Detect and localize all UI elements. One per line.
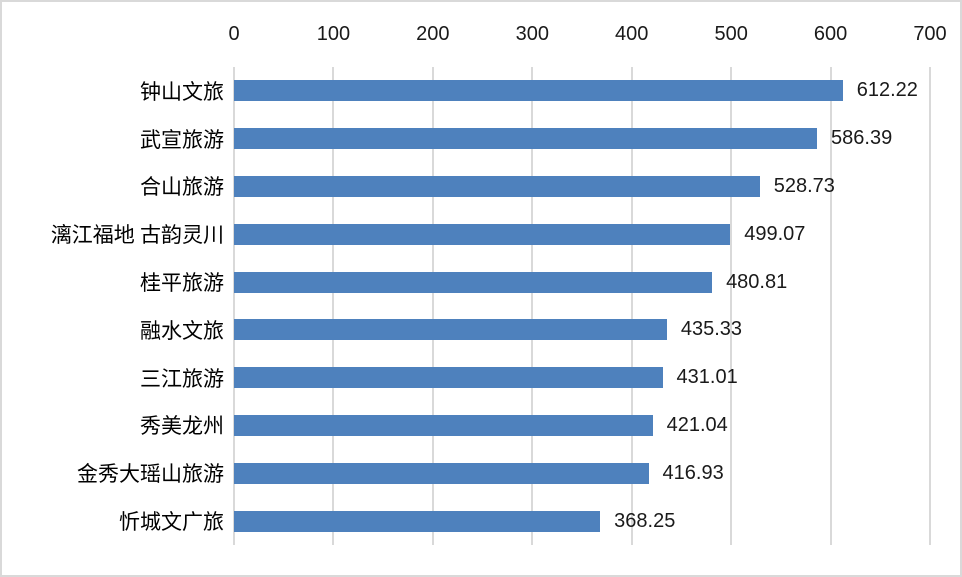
value-label: 612.22 [856,79,918,102]
category-label: 融水文旅 [140,318,224,343]
bar [234,175,760,197]
x-tick-label: 500 [714,23,748,45]
value-label: 416.93 [662,461,724,484]
value-label: 431.01 [676,366,738,389]
x-tick-label: 200 [416,23,450,45]
bar-track: 421.04 [234,402,960,450]
gridline [730,67,733,545]
category-label: 漓江福地 古韵灵川 [50,223,224,248]
bar-track: 435.33 [234,306,960,354]
category-label: 金秀大瑶山旅游 [77,462,224,487]
value-label: 435.33 [680,318,742,341]
x-tick-label: 0 [228,23,240,45]
bar [234,510,601,532]
plot-area [233,67,931,545]
x-tick-label: 600 [813,23,848,45]
bar-row: 三江旅游 431.01 [2,354,960,402]
category-label: 钟山文旅 [140,79,224,104]
bar [234,462,649,484]
value-label: 528.73 [773,174,835,197]
bar-track: 528.73 [234,163,960,211]
bar-row: 钟山文旅 612.22 [2,67,960,115]
category-label: 合山旅游 [140,175,224,200]
gridline [332,67,335,545]
bar-track: 480.81 [234,258,960,306]
bar-track: 499.07 [234,210,960,258]
gridline [233,67,235,545]
category-label: 忻城文广旅 [119,510,224,535]
bar-track: 368.25 [234,497,960,545]
bar-track: 416.93 [234,449,960,497]
category-label: 秀美龙州 [140,414,224,439]
x-tick-label: 100 [316,23,351,45]
x-axis-top: 0 100 200 300 400 500 600 700 [2,2,960,64]
bar-row: 漓江福地 古韵灵川 499.07 [2,210,960,258]
gridline [929,67,931,545]
bar-track: 586.39 [234,115,960,163]
bar-row: 忻城文广旅 368.25 [2,497,960,545]
bar [234,271,713,293]
x-tick-label: 400 [615,23,649,45]
bar-row: 桂平旅游 480.81 [2,258,960,306]
value-label: 368.25 [614,509,676,532]
bar-row: 金秀大瑶山旅游 416.93 [2,449,960,497]
bar-row: 合山旅游 528.73 [2,163,960,211]
bar-track: 431.01 [234,354,960,402]
category-label: 桂平旅游 [140,271,224,296]
bar [234,319,667,341]
category-label: 武宣旅游 [140,127,224,152]
value-label: 499.07 [744,222,806,245]
bar [234,128,818,150]
bar-track: 612.22 [234,67,960,115]
bar-row: 秀美龙州 421.04 [2,402,960,450]
category-label: 三江旅游 [140,366,224,391]
bar [234,367,663,389]
gridline [829,67,832,545]
x-tick-label: 700 [913,23,947,45]
value-label: 586.39 [831,127,893,150]
bar [234,223,731,245]
bar-row: 融水文旅 435.33 [2,306,960,354]
x-tick-label: 300 [515,23,549,45]
gridline [630,67,633,545]
bar [234,80,843,102]
gridline [531,67,534,545]
bar-rows: 钟山文旅 612.22 武宣旅游 586.39 合山旅游 528.73 漓江福地 古韵灵川 4… [2,67,960,545]
gridline [431,67,434,545]
value-label: 421.04 [666,413,728,436]
value-label: 480.81 [726,270,788,293]
bar [234,414,653,436]
bar-row: 武宣旅游 586.39 [2,115,960,163]
